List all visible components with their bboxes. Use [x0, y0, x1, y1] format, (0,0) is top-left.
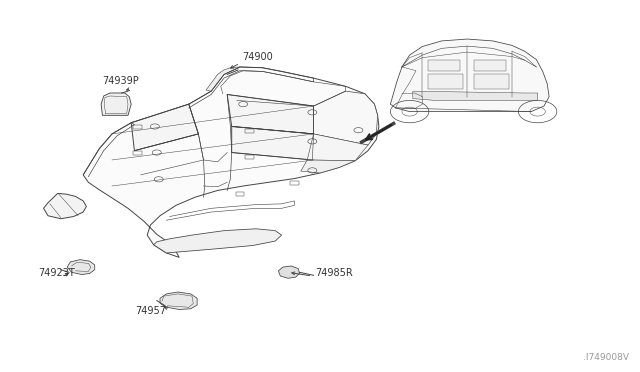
Bar [236, 192, 244, 196]
Polygon shape [413, 91, 538, 100]
Polygon shape [278, 266, 300, 278]
Bar [474, 74, 509, 89]
Bar [428, 60, 460, 71]
Polygon shape [160, 292, 197, 310]
Bar [474, 60, 506, 71]
Text: .I749008V: .I749008V [583, 353, 629, 362]
Text: 74900: 74900 [242, 52, 273, 62]
Polygon shape [83, 67, 379, 257]
Bar [245, 155, 254, 159]
Text: 74939P: 74939P [102, 76, 139, 86]
Text: 74923T: 74923T [38, 268, 75, 278]
Polygon shape [154, 229, 282, 253]
Bar [428, 74, 463, 89]
Polygon shape [67, 260, 95, 275]
Bar [133, 125, 142, 129]
Bar [245, 129, 254, 133]
Polygon shape [390, 39, 549, 112]
Polygon shape [232, 126, 314, 160]
Polygon shape [131, 104, 198, 151]
Polygon shape [206, 67, 240, 91]
Polygon shape [227, 94, 314, 134]
Bar [133, 151, 142, 155]
Bar [290, 181, 299, 185]
Polygon shape [101, 93, 131, 115]
Text: 74957: 74957 [136, 306, 166, 316]
Polygon shape [314, 91, 378, 145]
Text: 74985R: 74985R [315, 268, 353, 278]
Polygon shape [301, 160, 355, 173]
Polygon shape [307, 134, 368, 161]
Polygon shape [44, 193, 86, 219]
